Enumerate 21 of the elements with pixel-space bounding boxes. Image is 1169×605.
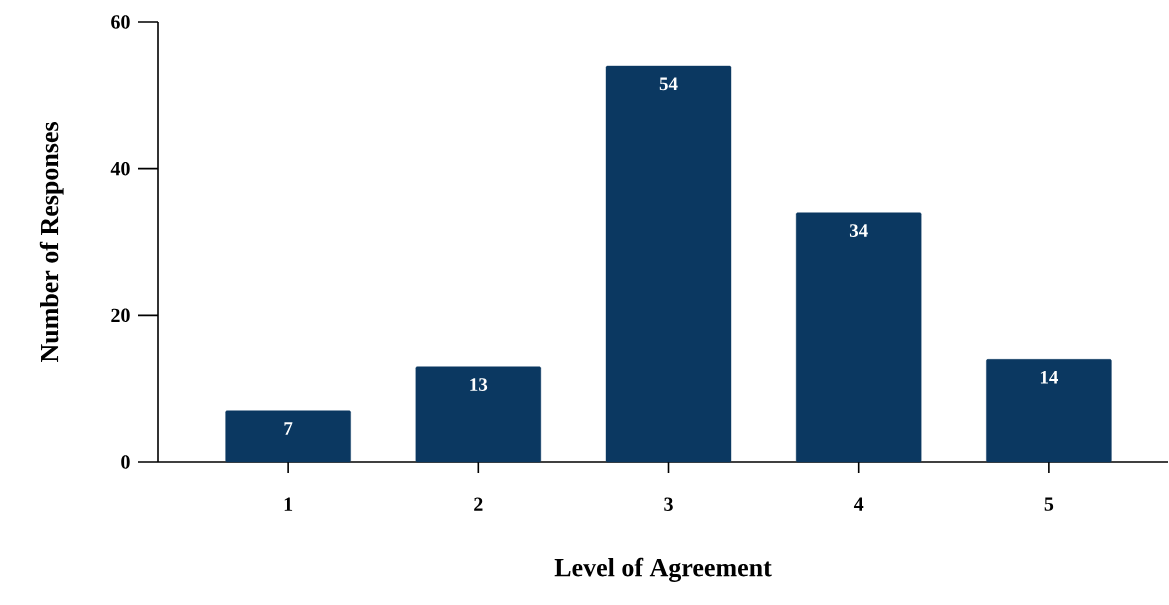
data-label: 7 bbox=[284, 422, 293, 435]
y-tick-label: 60 bbox=[111, 15, 130, 29]
bar bbox=[795, 212, 922, 463]
data-label: 13 bbox=[470, 378, 488, 391]
x-tick-label: 2 bbox=[474, 497, 483, 511]
x-tick-label: 4 bbox=[853, 497, 864, 511]
bar bbox=[225, 410, 351, 463]
data-label: 54 bbox=[659, 77, 678, 91]
x-axis-title: Level of Agreement bbox=[554, 557, 772, 582]
y-axis-title: Number of Responses bbox=[39, 122, 64, 363]
bar bbox=[605, 65, 732, 463]
bar bbox=[986, 359, 1112, 463]
data-label: 14 bbox=[1040, 370, 1059, 384]
y-tick-label: 40 bbox=[110, 161, 130, 176]
x-tick-label: 1 bbox=[284, 497, 293, 511]
data-label: 34 bbox=[849, 224, 868, 237]
y-tick-label: 20 bbox=[111, 308, 130, 323]
x-tick-label: 3 bbox=[664, 497, 673, 511]
y-tick-label: 0 bbox=[121, 455, 130, 469]
bar bbox=[415, 366, 542, 463]
x-tick-label: 5 bbox=[1044, 497, 1054, 511]
